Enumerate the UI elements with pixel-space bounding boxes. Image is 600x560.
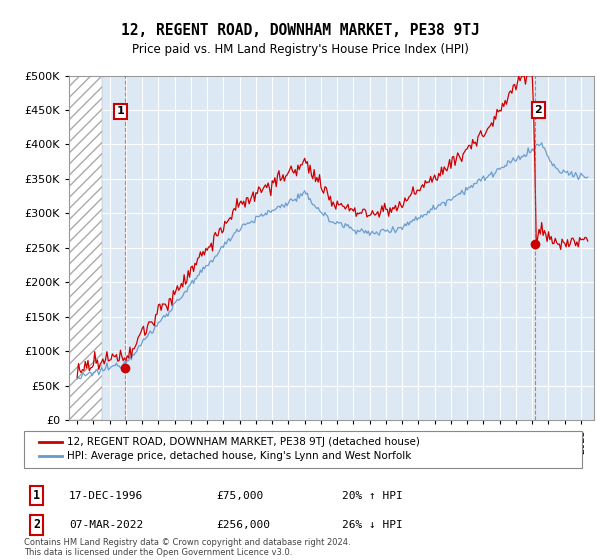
Text: £256,000: £256,000 xyxy=(216,520,270,530)
Text: Contains HM Land Registry data © Crown copyright and database right 2024.
This d: Contains HM Land Registry data © Crown c… xyxy=(24,538,350,557)
Bar xyxy=(69,76,101,420)
Text: 1: 1 xyxy=(33,489,40,502)
Text: 12, REGENT ROAD, DOWNHAM MARKET, PE38 9TJ: 12, REGENT ROAD, DOWNHAM MARKET, PE38 9T… xyxy=(121,24,479,38)
Text: 17-DEC-1996: 17-DEC-1996 xyxy=(69,491,143,501)
Text: 07-MAR-2022: 07-MAR-2022 xyxy=(69,520,143,530)
FancyBboxPatch shape xyxy=(24,431,582,468)
Text: £75,000: £75,000 xyxy=(216,491,263,501)
Text: 2: 2 xyxy=(535,105,542,115)
Text: 26% ↓ HPI: 26% ↓ HPI xyxy=(342,520,403,530)
Text: 2: 2 xyxy=(33,518,40,531)
Text: 1: 1 xyxy=(116,106,124,116)
Legend: 12, REGENT ROAD, DOWNHAM MARKET, PE38 9TJ (detached house), HPI: Average price, : 12, REGENT ROAD, DOWNHAM MARKET, PE38 9T… xyxy=(35,433,424,466)
Text: 20% ↑ HPI: 20% ↑ HPI xyxy=(342,491,403,501)
Text: Price paid vs. HM Land Registry's House Price Index (HPI): Price paid vs. HM Land Registry's House … xyxy=(131,43,469,56)
